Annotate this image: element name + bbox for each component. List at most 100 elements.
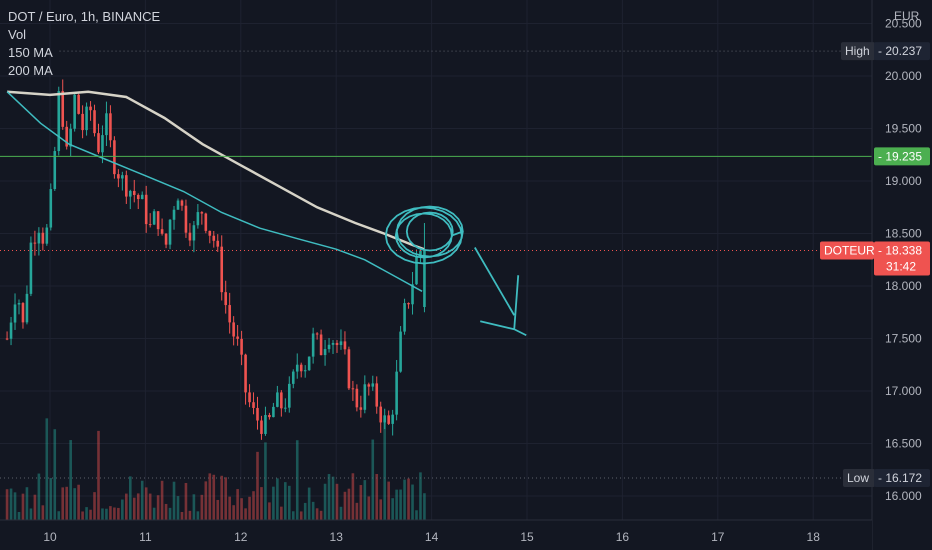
candle-body <box>156 211 160 230</box>
volume-bar <box>363 480 367 520</box>
volume-bar <box>287 485 291 520</box>
volume-bar <box>236 489 239 520</box>
volume-bar <box>228 496 231 520</box>
volume-bar <box>172 481 176 520</box>
volume-bar <box>423 493 426 520</box>
volume-bar <box>184 483 188 520</box>
volume-bar <box>240 498 243 520</box>
volume-bar <box>224 477 227 520</box>
candle-body <box>101 135 104 153</box>
volume-bar <box>248 496 251 520</box>
candle-body <box>17 303 21 305</box>
candle-body <box>268 414 271 418</box>
volume-bar <box>33 494 37 520</box>
candle-body <box>97 133 100 153</box>
candle-body <box>196 212 200 226</box>
candle-body <box>323 349 327 356</box>
volume-bar <box>168 507 172 520</box>
volume-bars <box>5 418 426 520</box>
volume-bar <box>200 494 204 520</box>
volume-bar <box>411 484 414 520</box>
currency-label[interactable]: EUR <box>894 9 920 23</box>
volume-bar <box>339 506 343 520</box>
price-tick-label: 19.000 <box>885 174 922 188</box>
high-badge-bg <box>841 42 875 61</box>
volume-bar <box>371 439 375 520</box>
volume-bar <box>212 474 216 520</box>
candle-body <box>148 224 152 226</box>
volume-bar <box>49 478 53 520</box>
candle-body <box>204 213 208 231</box>
volume-bar <box>280 506 283 520</box>
volume-bar <box>323 483 327 520</box>
volume-bar <box>5 489 9 520</box>
low-price-tag-text: - 16.172 <box>878 471 922 485</box>
candle-body <box>391 414 394 424</box>
symbol-title[interactable]: DOT / Euro, 1h, BINANCE <box>8 9 161 24</box>
volume-bar <box>276 478 279 520</box>
volume-indicator-label[interactable]: Vol <box>8 27 27 42</box>
candle-body <box>395 371 398 415</box>
volume-bar <box>407 478 410 520</box>
candle-body <box>41 232 45 244</box>
candle-body <box>327 344 331 350</box>
candle-body <box>172 209 176 220</box>
volume-bar <box>73 488 76 520</box>
volume-bar <box>403 479 406 520</box>
time-tick-label: 15 <box>520 530 534 544</box>
moving-averages <box>6 90 425 292</box>
price-tick-label: 16.500 <box>885 437 922 451</box>
ma200-indicator-label[interactable]: 200 MA <box>8 63 53 78</box>
chart-legend: DOT / Euro, 1h, BINANCE Vol 150 MA 200 M… <box>8 8 160 80</box>
candle-body <box>53 151 57 190</box>
candle-body <box>200 212 204 214</box>
candle-body <box>57 91 61 152</box>
countdown-text: 31:42 <box>886 260 916 274</box>
volume-bar <box>140 480 144 520</box>
candle-body <box>216 240 220 247</box>
volume-bar <box>93 492 96 520</box>
high-price-tag-text: - 20.237 <box>878 44 922 58</box>
volume-bar <box>136 493 140 520</box>
volume-bar <box>109 506 112 520</box>
price-tick-label: 18.000 <box>885 279 922 293</box>
volume-bar <box>387 481 390 520</box>
candle-body <box>335 342 339 346</box>
time-tick-label: 17 <box>711 530 725 544</box>
volume-bar <box>291 511 295 520</box>
volume-bar <box>220 475 224 520</box>
volume-bar <box>343 491 347 520</box>
candle-body <box>379 406 383 423</box>
candle-body <box>69 128 72 147</box>
candle-body <box>184 205 188 233</box>
price-tick-label: 18.500 <box>885 227 922 241</box>
ma150-indicator-label[interactable]: 150 MA <box>8 45 53 60</box>
candle-body <box>331 342 335 345</box>
last-price-tag-bg <box>874 241 930 276</box>
volume-bar <box>89 509 92 520</box>
volume-bar <box>180 511 184 520</box>
candle-body <box>121 175 124 179</box>
volume-bar <box>327 474 331 520</box>
volume-bar <box>188 510 192 520</box>
volume-bar <box>311 501 315 520</box>
volume-bar <box>208 473 212 520</box>
candle-body <box>208 230 212 236</box>
volume-bar <box>252 491 255 520</box>
volume-bar <box>65 486 68 520</box>
candle-body <box>21 303 25 323</box>
candle-body <box>132 190 136 195</box>
volume-bar <box>196 511 200 520</box>
candle-body <box>303 370 307 372</box>
candle-body <box>299 364 303 372</box>
candle-body <box>415 256 418 285</box>
volume-bar <box>268 502 271 520</box>
candle-body <box>105 113 108 136</box>
volume-bar <box>391 498 394 520</box>
volume-bar <box>97 430 100 520</box>
high-badge-label: High <box>845 44 870 58</box>
time-axis[interactable]: 10 11 12 13 14 15 16 17 18 <box>0 519 872 550</box>
candle-body <box>140 194 144 200</box>
time-axis-background <box>0 520 872 550</box>
